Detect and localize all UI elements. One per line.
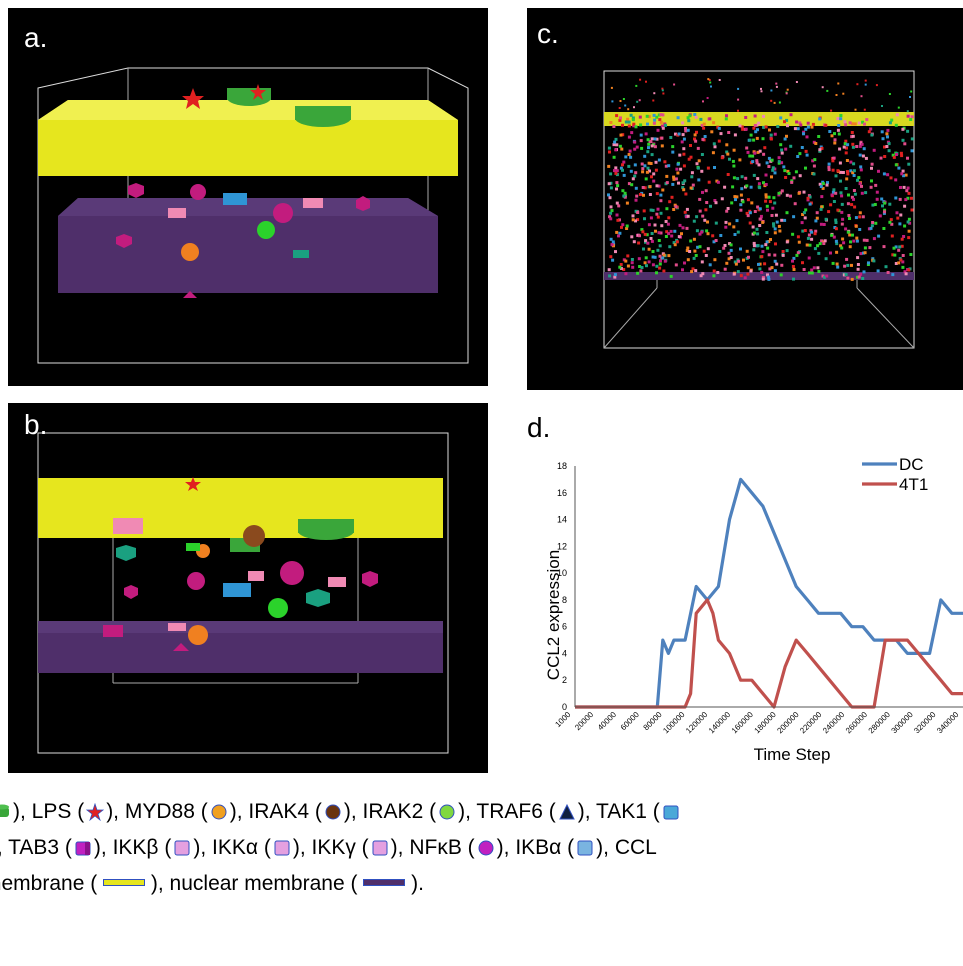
y-axis-title: CCL2 expression [544, 550, 563, 680]
legend-text: ), IKBα ( [496, 836, 575, 859]
legend-text: ) , TAB3 ( [0, 836, 72, 859]
panel-b-scene [37, 432, 449, 754]
panel-b-label: b. [24, 409, 48, 440]
x-tick-label: 340000 [935, 710, 961, 736]
panel-a-label: a. [24, 22, 48, 53]
cell-membrane-swatch [103, 879, 146, 886]
pink-square-icon [173, 839, 191, 857]
y-tick-label: 0 [562, 702, 567, 712]
x-tick-label: 180000 [753, 710, 779, 736]
orange-sphere-icon [210, 803, 228, 821]
series-line-DC [575, 477, 963, 709]
chart-svg: 0 2 4 6 8 10 12 14 16 18 1000 20000 40000 60000 80000… [544, 455, 963, 764]
x-tick-label: 60000 [619, 710, 641, 732]
purple-cube-icon [74, 839, 92, 857]
nuclear-membrane-swatch [363, 879, 406, 886]
legend-text: ), CCL [596, 836, 657, 859]
series-lines [575, 477, 963, 709]
legend-line-1: (), LPS (), MYD88 (), IRAK4 (), IRAK2 ()… [0, 800, 682, 824]
x-tick-label: 140000 [707, 710, 733, 736]
x-axis-ticks: 1000 20000 40000 60000 800001000001200001400… [553, 710, 960, 736]
x-tick-label: 200000 [775, 710, 801, 736]
legend-text: ), LPS ( [13, 800, 85, 823]
x-tick-label: 20000 [573, 710, 595, 732]
nuclear-membrane-plane-c [604, 272, 914, 280]
legend-text: ), IKKγ ( [292, 836, 369, 859]
x-tick-label: 120000 [684, 710, 710, 736]
legend-text: ), IKKβ ( [93, 836, 172, 859]
legend-text: ), MYD88 ( [106, 800, 208, 823]
panel-d-label: d. [527, 412, 551, 443]
legend-label-4T1: 4T1 [899, 475, 928, 494]
blue-cube-icon [662, 803, 680, 821]
legend-text: ), IRAK2 ( [343, 800, 437, 823]
x-tick-label: 240000 [821, 710, 847, 736]
green-cylinder-icon [0, 803, 11, 821]
panel-a-simulation: a. [8, 8, 488, 386]
legend-text: ), TAK1 ( [577, 800, 660, 823]
pink-square-icon [371, 839, 389, 857]
y-tick-label: 2 [562, 675, 567, 685]
x-tick-label: 160000 [730, 710, 756, 736]
panel-c-scene [603, 70, 915, 349]
green-sphere-icon [438, 803, 456, 821]
y-tick-label: 14 [557, 515, 567, 525]
panel-c-label: c. [537, 18, 559, 49]
brown-sphere-icon [324, 803, 342, 821]
series-line-4T1 [575, 598, 963, 709]
nuclear-membrane-plane-b [38, 621, 443, 673]
y-tick-label: 18 [557, 461, 567, 471]
legend-text: ), NFκB ( [390, 836, 475, 859]
red-star-icon [86, 802, 105, 822]
legend-text: membrane ( [0, 872, 98, 895]
x-tick-label: 40000 [596, 710, 618, 732]
x-tick-label: 1000 [553, 710, 572, 729]
x-tick-label: 300000 [890, 710, 916, 736]
lightblue-square-icon [576, 839, 594, 857]
x-axis-title: Time Step [754, 745, 831, 764]
x-tick-label: 320000 [912, 710, 938, 736]
legend-text: ), IRAK4 ( [229, 800, 322, 823]
legend-line-2: ) , TAB3 ( ), IKKβ ( ), IKKα ( ), IKKγ ( ), … [0, 836, 657, 860]
dark-triangle-icon [558, 803, 576, 821]
y-axis-ticks: 0 2 4 6 8 10 12 14 16 18 [557, 461, 567, 712]
x-tick-label: 220000 [798, 710, 824, 736]
y-tick-label: 16 [557, 488, 567, 498]
pink-square-icon [273, 839, 291, 857]
nuclear-membrane-plane-a [58, 198, 438, 293]
legend-text: ), TRAF6 ( [458, 800, 556, 823]
y-tick-label: 8 [562, 595, 567, 605]
x-tick-label: 260000 [844, 710, 870, 736]
legend-line-3: membrane ( ), nuclear membrane ( ). [0, 872, 424, 896]
legend-text: ), IKKα ( [193, 836, 271, 859]
cell-membrane-plane-b [38, 478, 443, 538]
panel-b-simulation: b. [8, 403, 488, 773]
panel-a-scene [37, 67, 469, 364]
y-tick-label: 12 [557, 541, 567, 551]
legend-text: ). [405, 872, 424, 895]
y-tick-label: 10 [557, 568, 567, 578]
ccl2-line-chart: 0 2 4 6 8 10 12 14 16 18 1000 20000 40000 60000 80000… [527, 440, 963, 770]
x-tick-label: 280000 [867, 710, 893, 736]
legend-label-DC: DC [899, 455, 924, 474]
y-tick-label: 4 [562, 648, 567, 658]
legend-text: ), nuclear membrane ( [145, 872, 364, 895]
panel-c-simulation: c. [527, 8, 963, 390]
magenta-sphere-icon [477, 839, 495, 857]
x-tick-label: 100000 [661, 710, 687, 736]
y-tick-label: 6 [562, 622, 567, 632]
